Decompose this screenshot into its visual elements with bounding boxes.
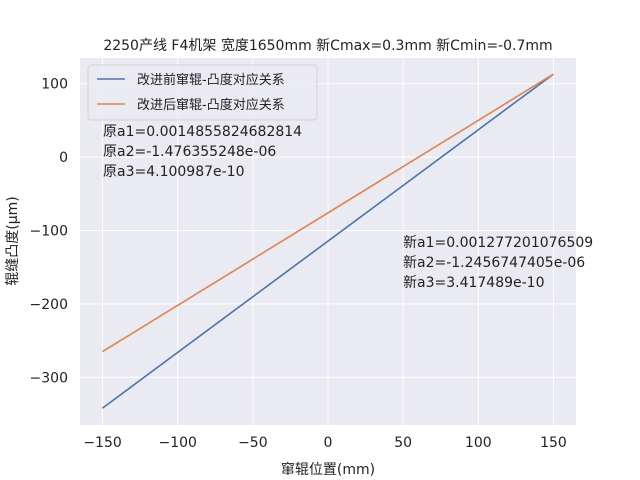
annotation-text: 原a2=-1.476355248e-06 bbox=[103, 144, 276, 160]
series-group bbox=[102, 73, 554, 409]
x-tick-labels: −150 −100 −50 0 50 100 150 bbox=[83, 435, 567, 451]
annotation-text: 原a1=0.0014855824682814 bbox=[103, 124, 302, 140]
legend-label: 改进后窜辊-凸度对应关系 bbox=[137, 97, 285, 113]
annotation-text: 原a3=4.100987e-10 bbox=[103, 164, 245, 180]
x-tick-label: 100 bbox=[465, 435, 492, 451]
series-line bbox=[102, 73, 554, 409]
annotation-text: 新a3=3.417489e-10 bbox=[403, 275, 545, 291]
chart-title: 2250产线 F4机架 宽度1650mm 新Cmax=0.3mm 新Cmin=-… bbox=[103, 37, 552, 54]
x-tick-label: −50 bbox=[238, 435, 268, 451]
y-tick-label: −200 bbox=[30, 297, 68, 313]
annotation-text: 新a2=-1.2456747405e-06 bbox=[403, 255, 585, 271]
y-tick-label: −300 bbox=[30, 370, 68, 386]
y-tick-label: 100 bbox=[41, 77, 68, 93]
annotations: 原a1=0.0014855824682814 原a2=-1.476355248e-… bbox=[103, 124, 593, 291]
annotation-text: 新a1=0.001277201076509 bbox=[403, 235, 593, 251]
x-tick-label: 150 bbox=[540, 435, 567, 451]
legend-frame bbox=[87, 64, 318, 121]
series-line bbox=[102, 73, 554, 353]
x-tick-label: 50 bbox=[394, 435, 412, 451]
x-tick-label: 0 bbox=[324, 435, 333, 451]
x-tick-label: −100 bbox=[158, 435, 196, 451]
x-axis-label: 窜辊位置(mm) bbox=[281, 461, 375, 478]
y-axis-label: 辊缝凸度(μm) bbox=[5, 196, 21, 285]
x-tick-label: −150 bbox=[83, 435, 121, 451]
legend-label: 改进前窜辊-凸度对应关系 bbox=[137, 72, 285, 88]
y-tick-labels: −300 −200 −100 0 100 bbox=[30, 77, 68, 387]
y-tick-label: −100 bbox=[30, 223, 68, 239]
y-tick-label: 0 bbox=[59, 150, 68, 166]
